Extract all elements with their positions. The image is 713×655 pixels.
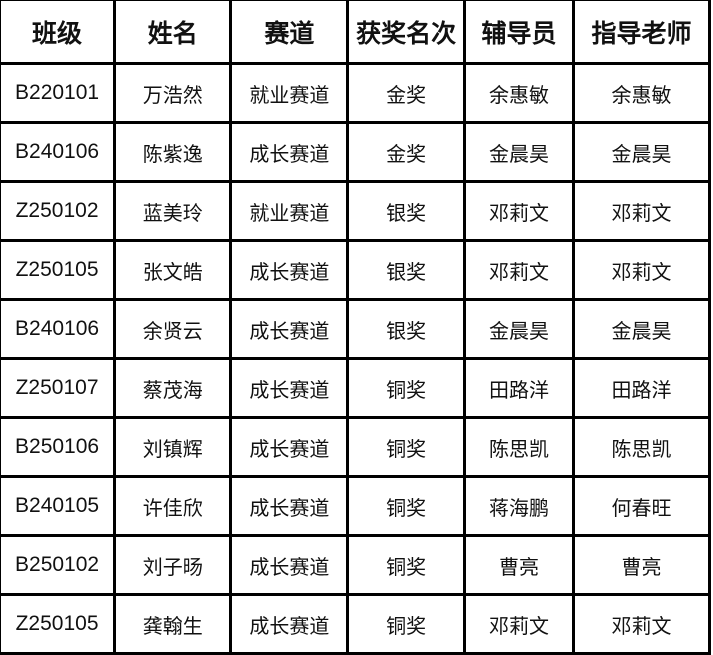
cell-track: 成长赛道 <box>229 357 350 419</box>
table-row: B240105 许佳欣 成长赛道 铜奖 蒋海鹏 何春旺 <box>0 475 712 537</box>
cell-award-rank: 金奖 <box>346 121 466 183</box>
header-award-rank: 获奖名次 <box>346 0 466 65</box>
table-row: Z250105 龚翰生 成长赛道 铜奖 邓莉文 邓莉文 <box>0 593 712 655</box>
cell-class: B240106 <box>0 121 117 183</box>
cell-class: B240106 <box>0 298 117 360</box>
cell-counselor: 金晨昊 <box>462 121 575 183</box>
cell-class: B220101 <box>0 62 117 124</box>
cell-award-rank: 铜奖 <box>346 593 466 655</box>
cell-name: 蓝美玲 <box>113 180 233 242</box>
cell-class: Z250105 <box>0 239 117 301</box>
cell-advisor: 余惠敏 <box>571 62 712 124</box>
cell-track: 成长赛道 <box>229 593 350 655</box>
cell-name: 万浩然 <box>113 62 233 124</box>
cell-name: 余贤云 <box>113 298 233 360</box>
header-name: 姓名 <box>113 0 233 65</box>
cell-award-rank: 银奖 <box>346 180 466 242</box>
table-row: B220101 万浩然 就业赛道 金奖 余惠敏 余惠敏 <box>0 62 712 124</box>
table-row: B240106 余贤云 成长赛道 银奖 金晨昊 金晨昊 <box>0 298 712 360</box>
cell-advisor: 金晨昊 <box>571 298 712 360</box>
cell-name: 龚翰生 <box>113 593 233 655</box>
cell-award-rank: 银奖 <box>346 298 466 360</box>
cell-track: 成长赛道 <box>229 121 350 183</box>
cell-advisor: 邓莉文 <box>571 593 712 655</box>
cell-track: 成长赛道 <box>229 416 350 478</box>
cell-award-rank: 铜奖 <box>346 357 466 419</box>
cell-counselor: 邓莉文 <box>462 593 575 655</box>
cell-counselor: 田路洋 <box>462 357 575 419</box>
cell-award-rank: 铜奖 <box>346 475 466 537</box>
cell-track: 就业赛道 <box>229 180 350 242</box>
cell-track: 成长赛道 <box>229 298 350 360</box>
cell-award-rank: 铜奖 <box>346 534 466 596</box>
cell-name: 蔡茂海 <box>113 357 233 419</box>
cell-counselor: 邓莉文 <box>462 180 575 242</box>
cell-advisor: 邓莉文 <box>571 239 712 301</box>
header-advisor: 指导老师 <box>571 0 712 65</box>
table-row: Z250107 蔡茂海 成长赛道 铜奖 田路洋 田路洋 <box>0 357 712 419</box>
cell-name: 陈紫逸 <box>113 121 233 183</box>
cell-class: Z250105 <box>0 593 117 655</box>
header-class: 班级 <box>0 0 117 65</box>
cell-award-rank: 铜奖 <box>346 416 466 478</box>
cell-counselor: 余惠敏 <box>462 62 575 124</box>
cell-advisor: 陈思凯 <box>571 416 712 478</box>
cell-track: 就业赛道 <box>229 62 350 124</box>
header-track: 赛道 <box>229 0 350 65</box>
cell-class: B250106 <box>0 416 117 478</box>
table-row: B250106 刘镇辉 成长赛道 铜奖 陈思凯 陈思凯 <box>0 416 712 478</box>
cell-name: 张文皓 <box>113 239 233 301</box>
cell-class: B250102 <box>0 534 117 596</box>
cell-advisor: 何春旺 <box>571 475 712 537</box>
cell-name: 刘镇辉 <box>113 416 233 478</box>
cell-class: Z250102 <box>0 180 117 242</box>
cell-track: 成长赛道 <box>229 239 350 301</box>
cell-counselor: 曹亮 <box>462 534 575 596</box>
cell-advisor: 邓莉文 <box>571 180 712 242</box>
table-row: Z250105 张文皓 成长赛道 银奖 邓莉文 邓莉文 <box>0 239 712 301</box>
cell-award-rank: 银奖 <box>346 239 466 301</box>
table-row: B240106 陈紫逸 成长赛道 金奖 金晨昊 金晨昊 <box>0 121 712 183</box>
cell-advisor: 曹亮 <box>571 534 712 596</box>
header-counselor: 辅导员 <box>462 0 575 65</box>
cell-class: B240105 <box>0 475 117 537</box>
cell-track: 成长赛道 <box>229 475 350 537</box>
cell-class: Z250107 <box>0 357 117 419</box>
cell-counselor: 陈思凯 <box>462 416 575 478</box>
cell-counselor: 蒋海鹏 <box>462 475 575 537</box>
cell-counselor: 邓莉文 <box>462 239 575 301</box>
cell-advisor: 金晨昊 <box>571 121 712 183</box>
table-row: B250102 刘子旸 成长赛道 铜奖 曹亮 曹亮 <box>0 534 712 596</box>
cell-name: 许佳欣 <box>113 475 233 537</box>
header-row: 班级 姓名 赛道 获奖名次 辅导员 指导老师 <box>0 0 712 65</box>
table-row: Z250102 蓝美玲 就业赛道 银奖 邓莉文 邓莉文 <box>0 180 712 242</box>
cell-counselor: 金晨昊 <box>462 298 575 360</box>
cell-advisor: 田路洋 <box>571 357 712 419</box>
cell-track: 成长赛道 <box>229 534 350 596</box>
cell-award-rank: 金奖 <box>346 62 466 124</box>
cell-name: 刘子旸 <box>113 534 233 596</box>
